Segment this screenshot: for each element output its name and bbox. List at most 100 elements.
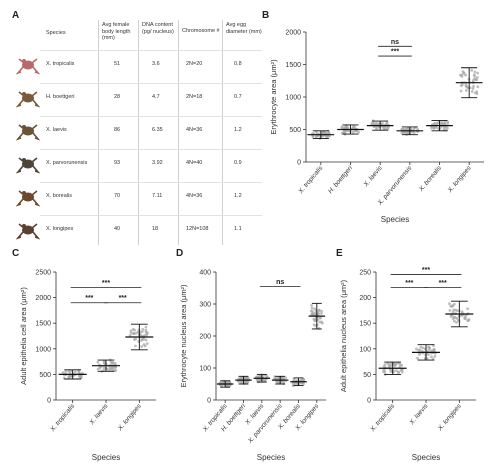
chart-d-y-label: Erythrocyte nucleus area (μm²): [179, 284, 188, 388]
chart-b-erythrocyte-area: 0 500 1000 1500 2000 Erythrocyte area (μm²) X.…: [269, 30, 484, 224]
chart-b-data-point: [383, 125, 386, 129]
table-row: X. tropicalis 51 3.6 2N=20 0.8: [12, 50, 262, 84]
chart-c-data-point: [128, 334, 132, 337]
table-divider: [178, 20, 179, 245]
chart-c-data-point: [139, 333, 143, 337]
chart-d-data-point: [313, 307, 317, 311]
chart-e-data-point: [450, 304, 454, 308]
chart-c-y-tick-label: 2500: [35, 270, 51, 277]
chart-c-data-point: [136, 330, 140, 334]
chart-c-data-point: [142, 343, 146, 346]
chart-d-data-point: [320, 309, 323, 313]
frog-icon: [16, 223, 40, 240]
chart-d-data-point: [319, 311, 323, 315]
chart-e-data-point: [452, 319, 456, 323]
chart-c-data-point: [73, 370, 77, 374]
chart-e-data-point: [426, 353, 430, 356]
chart-e-data-point: [449, 315, 453, 318]
frog-icon: [16, 190, 40, 207]
chart-b-data-point: [476, 85, 480, 89]
chart-e-data-point: [418, 348, 422, 352]
chart-e-data-point: [427, 346, 431, 350]
chart-e-data-point: [382, 370, 385, 374]
chart-b-data-point: [375, 127, 378, 131]
chart-e-y-tick-label: 0: [367, 398, 371, 405]
frog-icon: [16, 58, 40, 75]
row-divider: [40, 182, 262, 183]
chart-b-data-point: [412, 131, 416, 135]
chart-d-data-point: [316, 312, 320, 316]
chart-e-x-tick-label: X. laevis: [408, 402, 430, 427]
chart-b-x-tick-label: X. laevis: [362, 164, 384, 189]
chart-e-data-point: [451, 310, 455, 314]
panel-letter-b: B: [262, 10, 270, 21]
chart-d-data-point: [312, 323, 316, 327]
chart-b-x-tick-label: X. tropicalis: [297, 164, 325, 196]
chart-c-data-point: [134, 344, 137, 348]
cell-chrom: 2N=18: [186, 94, 203, 100]
row-divider: [40, 116, 262, 117]
chart-b-x-tick-label: X. longipes: [446, 164, 473, 194]
frog-icon: [16, 157, 40, 174]
chart-b-data-point: [476, 71, 480, 75]
cell-egg: 0.8: [234, 61, 242, 67]
chart-b-y-label: Erythrocyte area (μm²): [269, 59, 278, 135]
cell-dna: 6.35: [152, 127, 163, 133]
chart-b-data-point: [314, 135, 318, 139]
chart-d-data-point: [284, 376, 288, 380]
chart-c-y-tick-label: 1000: [35, 346, 51, 353]
cell-egg: 1.1: [234, 226, 242, 232]
chart-d-data-point: [257, 378, 261, 381]
chart-b-x-tick-label: H. boettgeri: [327, 164, 354, 195]
cell-egg: 1.2: [234, 127, 242, 133]
chart-d-erythrocyte-nucleus-area: 0 100 200 300 400 Erythrocyte nucleus area (μ…: [179, 270, 326, 462]
chart-b-significance-label: ns: [391, 39, 399, 46]
chart-b-data-point: [475, 78, 478, 82]
cell-chrom: 4N=40: [186, 160, 203, 166]
chart-c-x-label: Species: [92, 453, 120, 462]
header-species: Species: [46, 30, 66, 36]
chart-c-data-point: [132, 338, 136, 341]
frog-icon: [16, 91, 40, 108]
chart-c-data-point: [140, 345, 144, 348]
cell-species: H. boettgeri: [46, 94, 75, 100]
table-row: X. laevis 86 6.35 4N=36 1.2: [12, 116, 262, 150]
cell-chrom: 4N=36: [186, 127, 203, 133]
chart-b-data-point: [416, 127, 420, 131]
chart-e-data-point: [466, 307, 470, 311]
chart-d-y-tick-label: 0: [207, 398, 211, 405]
chart-e-epithelia-nucleus-area: 0 50 100 150 200 250 Adult epithelia nucleus a…: [339, 267, 476, 462]
chart-c-data-point: [61, 371, 65, 375]
chart-e-data-point: [397, 362, 401, 365]
chart-c-significance-label: ***: [119, 295, 127, 302]
chart-e-y-tick-label: 100: [359, 346, 371, 353]
chart-e-data-point: [452, 302, 456, 306]
chart-d-data-point: [310, 304, 313, 307]
chart-d-y-tick-label: 200: [199, 334, 211, 341]
chart-c-y-tick-label: 1500: [35, 321, 51, 328]
chart-b-y-tick-label: 0: [297, 160, 301, 167]
species-table: Species Avg female body length (mm) DNA …: [12, 20, 262, 245]
chart-b-data-point: [446, 126, 449, 130]
chart-b-data-point: [441, 121, 444, 125]
chart-b-data-point: [351, 130, 355, 134]
chart-b-data-point: [379, 122, 383, 126]
chart-e-data-point: [416, 356, 419, 360]
frog-icon: [16, 124, 40, 141]
chart-c-data-point: [79, 376, 83, 379]
chart-d-data-point: [281, 377, 285, 381]
table-row: X. borealis 70 7.11 4N=36 1.2: [12, 182, 262, 216]
chart-b-data-point: [462, 72, 466, 75]
cell-chrom: 12N=108: [186, 226, 209, 232]
chart-e-data-point: [456, 318, 460, 322]
chart-c-data-point: [67, 369, 71, 373]
cell-species: X. tropicalis: [46, 61, 75, 67]
chart-d-data-point: [255, 375, 259, 379]
chart-e-data-point: [421, 346, 425, 350]
chart-b-y-tick-label: 1500: [285, 62, 301, 69]
chart-c-y-tick-label: 2000: [35, 295, 51, 302]
chart-c-x-tick-label: X. laevis: [88, 402, 110, 427]
cell-dna: 7.11: [152, 193, 163, 199]
chart-b-data-point: [385, 121, 389, 125]
chart-e-data-point: [397, 371, 400, 375]
